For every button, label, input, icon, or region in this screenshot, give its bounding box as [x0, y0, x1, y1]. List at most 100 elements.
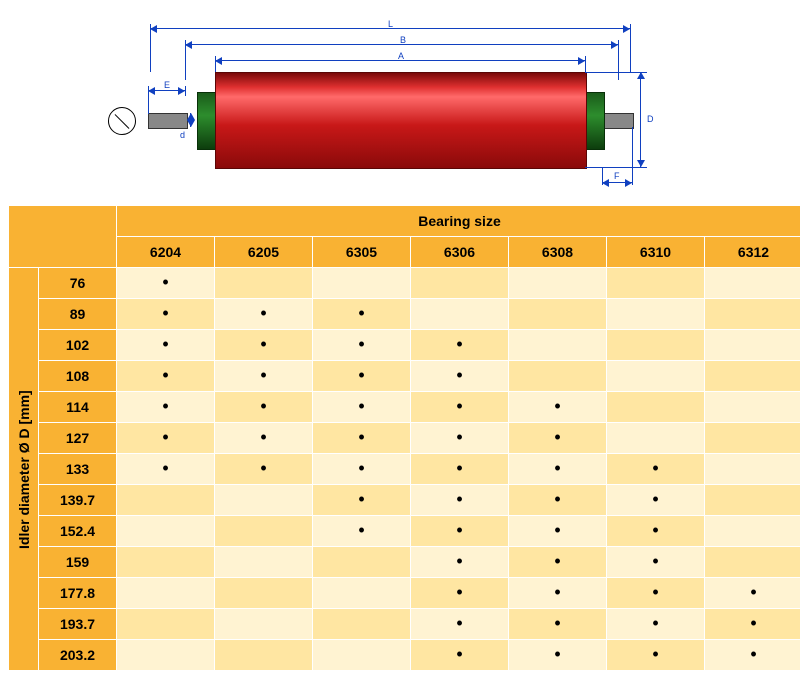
- table-cell: •: [313, 423, 411, 454]
- table-cell: •: [411, 516, 509, 547]
- table-cell: •: [215, 361, 313, 392]
- table-cell: •: [411, 547, 509, 578]
- column-header: 6308: [509, 237, 607, 268]
- table-cell: [607, 423, 705, 454]
- table-cell: [607, 330, 705, 361]
- row-label: 76: [39, 268, 117, 299]
- dim-label-f: F: [612, 171, 622, 181]
- dot-icon: •: [260, 427, 266, 447]
- table-cell: [607, 361, 705, 392]
- table-cell: •: [509, 640, 607, 671]
- table-cell: •: [117, 330, 215, 361]
- row-label: 139.7: [39, 485, 117, 516]
- table-cell: [215, 268, 313, 299]
- dot-icon: •: [456, 365, 462, 385]
- table-row: 177.8••••: [9, 578, 800, 609]
- dot-icon: •: [456, 489, 462, 509]
- row-label: 114: [39, 392, 117, 423]
- dot-icon: •: [554, 489, 560, 509]
- table-cell: [607, 268, 705, 299]
- table-row: 102••••: [9, 330, 800, 361]
- table-cell: •: [411, 454, 509, 485]
- row-label: 203.2: [39, 640, 117, 671]
- dot-icon: •: [554, 582, 560, 602]
- side-label: Idler diameter Ø D [mm]: [9, 268, 39, 671]
- column-header: 6306: [411, 237, 509, 268]
- table-cell: •: [509, 454, 607, 485]
- table-cell: [509, 330, 607, 361]
- table-cell: [215, 516, 313, 547]
- row-label: 108: [39, 361, 117, 392]
- dot-icon: •: [652, 644, 658, 664]
- table-cell: •: [313, 361, 411, 392]
- column-header: 6305: [313, 237, 411, 268]
- table-cell: [705, 392, 800, 423]
- column-header: 6312: [705, 237, 800, 268]
- dot-icon: •: [652, 551, 658, 571]
- column-header: 6205: [215, 237, 313, 268]
- table-row: 133••••••: [9, 454, 800, 485]
- table-title: Bearing size: [117, 206, 800, 237]
- shaft-right: [602, 113, 634, 129]
- dot-icon: •: [652, 613, 658, 633]
- row-label: 159: [39, 547, 117, 578]
- table-cell: [607, 299, 705, 330]
- table-cell: •: [607, 609, 705, 640]
- dot-icon: •: [358, 520, 364, 540]
- table-row: 152.4••••: [9, 516, 800, 547]
- dot-icon: •: [358, 365, 364, 385]
- dot-icon: •: [456, 427, 462, 447]
- table-cell: •: [313, 516, 411, 547]
- table-cell: [117, 609, 215, 640]
- dim-label-l: L: [386, 19, 395, 29]
- table-cell: •: [607, 485, 705, 516]
- table-cell: •: [607, 578, 705, 609]
- dot-icon: •: [652, 582, 658, 602]
- table-header-title-row: Bearing size: [9, 206, 800, 237]
- table-cell: [509, 268, 607, 299]
- table-cell: [411, 299, 509, 330]
- dim-label-a: A: [396, 51, 406, 61]
- dot-icon: •: [554, 644, 560, 664]
- dot-icon: •: [358, 489, 364, 509]
- table-cell: •: [411, 361, 509, 392]
- table-cell: •: [215, 299, 313, 330]
- table-row: 139.7 • • • •: [9, 485, 800, 516]
- table-cell: •: [215, 330, 313, 361]
- table-cell: [705, 485, 800, 516]
- table-cell: •: [313, 330, 411, 361]
- diagram-canvas: L B A E d: [140, 10, 660, 190]
- dot-icon: •: [750, 582, 756, 602]
- table-row: 203.2••••: [9, 640, 800, 671]
- table-row: 108••••: [9, 361, 800, 392]
- table-cell: •: [509, 516, 607, 547]
- table-cell: [509, 361, 607, 392]
- table-row: 127•••••: [9, 423, 800, 454]
- dot-icon: •: [358, 303, 364, 323]
- table-cell: •: [117, 454, 215, 485]
- table-cell: [215, 547, 313, 578]
- dot-icon: •: [554, 427, 560, 447]
- dot-icon: •: [456, 551, 462, 571]
- dot-icon: •: [652, 520, 658, 540]
- table-cell: •: [117, 423, 215, 454]
- dot-icon: •: [162, 458, 168, 478]
- table-cell: •: [509, 392, 607, 423]
- table-cell: •: [215, 454, 313, 485]
- table-header-columns-row: 6204620563056306630863106312: [9, 237, 800, 268]
- row-label: 102: [39, 330, 117, 361]
- dot-icon: •: [162, 303, 168, 323]
- column-header: 6204: [117, 237, 215, 268]
- table-cell: [705, 268, 800, 299]
- row-label: 133: [39, 454, 117, 485]
- roller-diagram: L B A E d: [0, 0, 800, 205]
- row-label: 89: [39, 299, 117, 330]
- table-cell: •: [411, 392, 509, 423]
- table-cell: [705, 299, 800, 330]
- table-cell: [411, 268, 509, 299]
- table-cell: [705, 423, 800, 454]
- table-cell: •: [411, 330, 509, 361]
- table-cell: •: [313, 392, 411, 423]
- table-row: 193.7••••: [9, 609, 800, 640]
- table-cell: •: [411, 578, 509, 609]
